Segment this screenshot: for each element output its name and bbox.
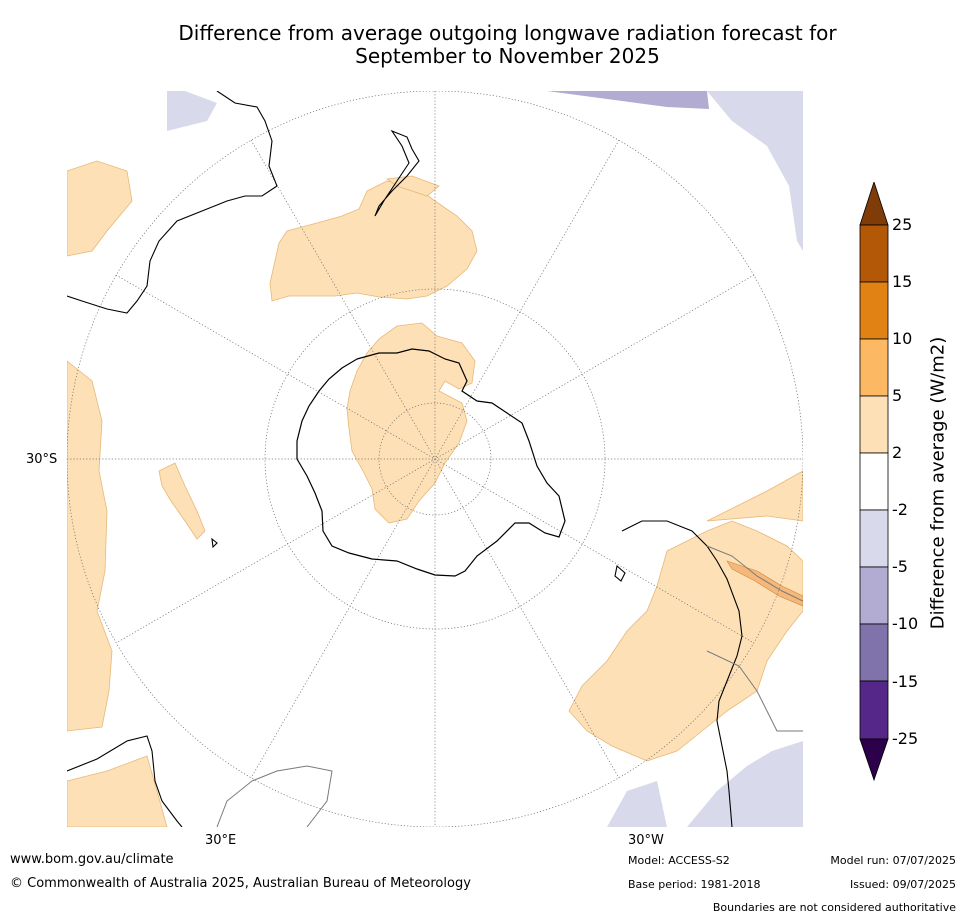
title-line-1: Difference from average outgoing longwav… <box>178 21 837 45</box>
colorbar-bin-neutral <box>859 452 889 511</box>
base-period-text: Base period: 1981-2018 <box>628 878 761 891</box>
negative-anomaly-areas <box>167 91 803 827</box>
colorbar-tick-10: 10 <box>892 329 913 348</box>
model-text: Model: ACCESS-S2 <box>628 854 730 867</box>
copyright-text: © Commonwealth of Australia 2025, Austra… <box>10 876 471 891</box>
colorbar-bottom-extension <box>859 738 889 782</box>
colorbar-tick-15: 15 <box>892 272 913 291</box>
colorbar-tick-25: 25 <box>892 215 913 234</box>
colorbar-tick-5: 5 <box>892 386 903 405</box>
colorbar-tick-2: 2 <box>892 443 903 462</box>
colorbar-bin-15-25 <box>859 224 889 283</box>
positive-anomaly-areas <box>67 160 803 827</box>
country-borders <box>216 545 803 827</box>
colorbar-bin-2-5 <box>859 395 889 454</box>
continent-coastlines <box>67 91 743 827</box>
anomaly-map <box>67 91 803 827</box>
lon-label-30w: 30°W <box>628 833 664 848</box>
colorbar-tick-minus10: -10 <box>892 614 919 633</box>
strong-positive-anomaly <box>726 560 803 607</box>
colorbar-tick-minus5: -5 <box>892 557 908 576</box>
website-link[interactable]: www.bom.gov.au/climate <box>10 852 174 867</box>
graticule <box>67 91 803 827</box>
colorbar-bin-minus10-minus15 <box>859 623 889 682</box>
antarctica-coastline <box>296 348 566 577</box>
colorbar <box>859 182 889 782</box>
colorbar-bin-5-10 <box>859 338 889 397</box>
colorbar-bin-10-15 <box>859 281 889 340</box>
colorbar-title: Difference from average (W/m2) <box>927 336 949 630</box>
issued-text: Issued: 09/07/2025 <box>849 878 956 891</box>
chart-title: Difference from average outgoing longwav… <box>0 22 965 68</box>
colorbar-tick-minus25: -25 <box>892 729 919 748</box>
colorbar-top-extension <box>859 182 889 226</box>
title-line-2: September to November 2025 <box>355 44 660 68</box>
lat-label-30s: 30°S <box>26 452 58 467</box>
colorbar-tick-minus2: -2 <box>892 500 908 519</box>
disclaimer-text: Boundaries are not considered authoritat… <box>712 901 956 914</box>
colorbar-bin-minus5-minus10 <box>859 566 889 625</box>
lon-label-30e: 30°E <box>205 833 237 848</box>
colorbar-bin-minus15-minus25 <box>859 680 889 740</box>
model-run-text: Model run: 07/07/2025 <box>830 854 956 867</box>
colorbar-bin-minus2-minus5 <box>859 509 889 568</box>
colorbar-tick-minus15: -15 <box>892 672 919 691</box>
